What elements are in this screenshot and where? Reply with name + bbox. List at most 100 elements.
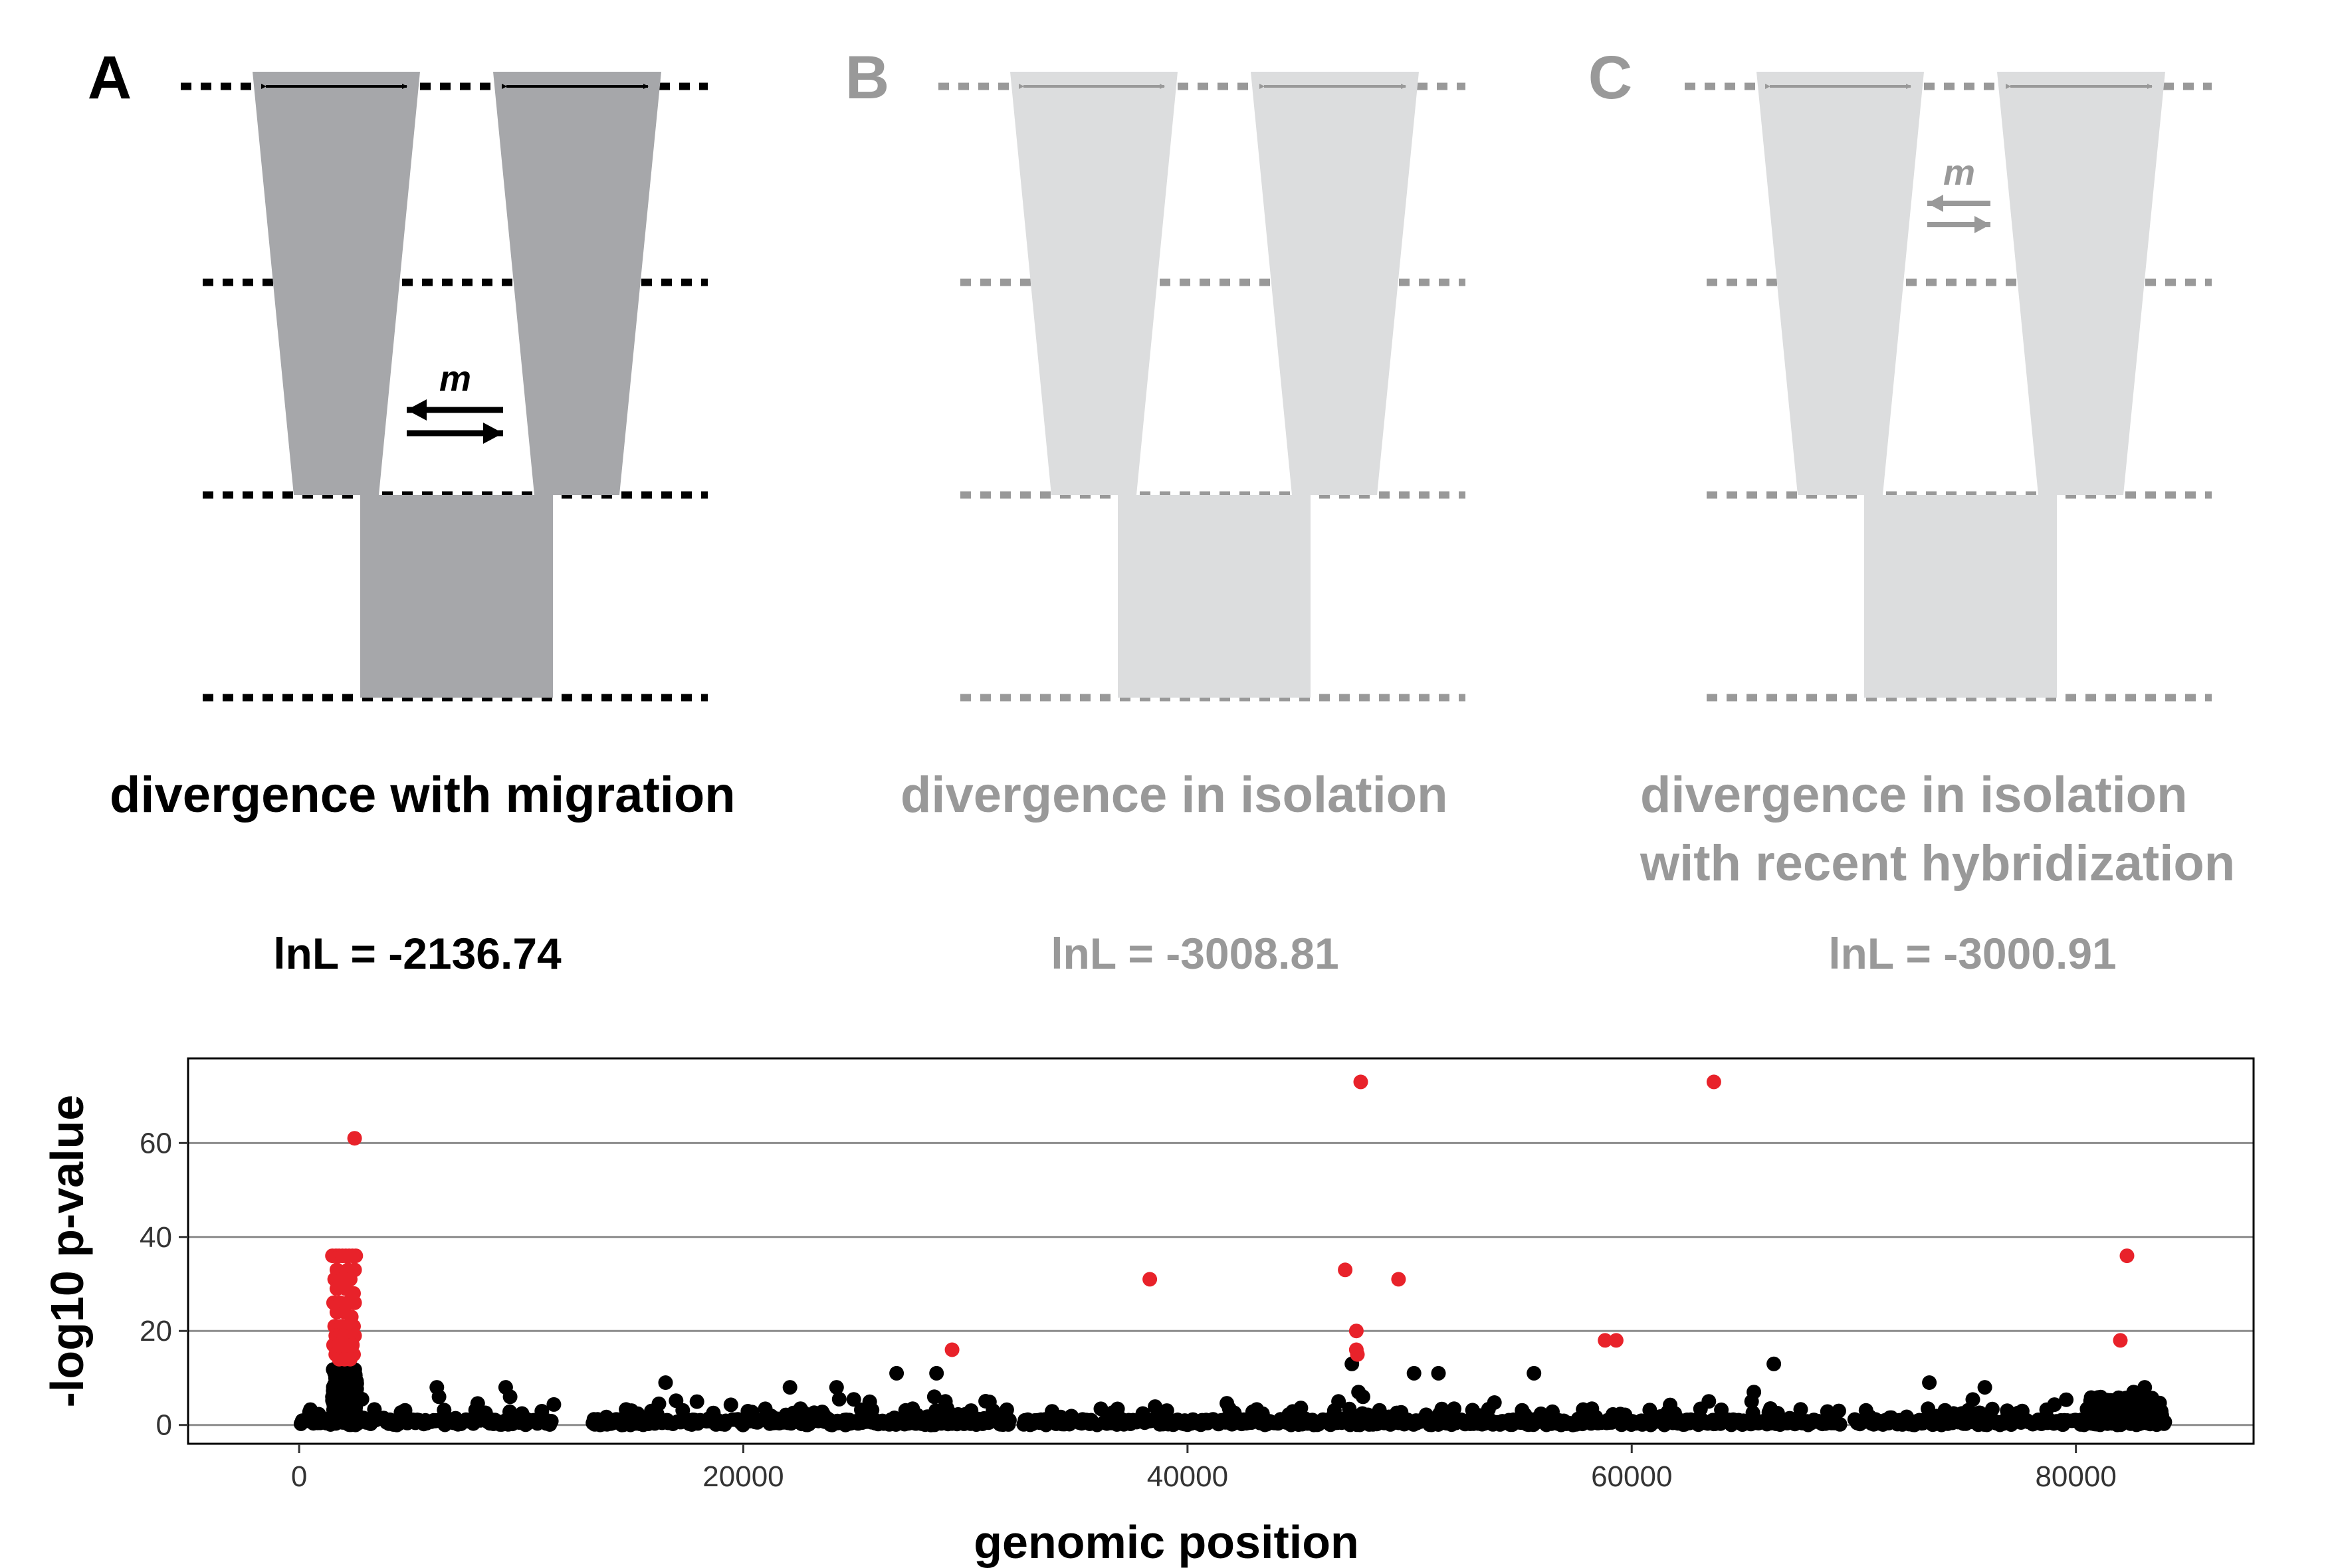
data-point <box>2113 1417 2128 1432</box>
model-caption: divergence with migration <box>110 767 736 823</box>
model-caption: divergence in isolation <box>1640 767 2188 823</box>
data-point <box>929 1365 944 1381</box>
data-point <box>1353 1074 1368 1090</box>
panel-letter: C <box>1588 44 1632 112</box>
y-axis-ticks: 0 20 40 60 <box>140 1127 188 1442</box>
data-point <box>1965 1392 1980 1407</box>
model-panel-c: m C divergence in isolation with recent … <box>1588 44 2235 978</box>
data-point <box>1984 1401 2000 1417</box>
x-tick-label: 20000 <box>702 1460 784 1493</box>
y-tick-label: 60 <box>140 1127 172 1159</box>
model-panel-a: m A divergence with migration lnL = -213… <box>88 44 736 978</box>
migration-label: m <box>439 359 471 399</box>
data-point <box>1744 1394 1759 1409</box>
model-panel-b: B divergence in isolation lnL = -3008.81 <box>845 44 1465 978</box>
data-point <box>1527 1365 1542 1381</box>
panel-letter: B <box>845 44 889 112</box>
data-point <box>343 1351 358 1367</box>
data-point <box>1977 1380 1992 1395</box>
data-point <box>1832 1417 1848 1432</box>
model-lnl: lnL = -3008.81 <box>1051 929 1339 978</box>
gridlines <box>188 1141 2254 1426</box>
population-shapes <box>1756 72 2165 698</box>
data-point <box>1338 1262 1353 1278</box>
data-point <box>348 1394 364 1409</box>
data-point <box>1142 1272 1158 1287</box>
model-lnl: lnL = -2136.74 <box>273 929 562 978</box>
population-shapes <box>253 72 661 698</box>
data-point <box>829 1380 844 1395</box>
data-point <box>2147 1404 2162 1419</box>
data-point <box>846 1392 861 1407</box>
data-point <box>1706 1074 1721 1090</box>
data-point <box>1831 1403 1846 1419</box>
data-point <box>926 1389 942 1405</box>
x-axis-title: genomic position <box>974 1516 1358 1568</box>
x-tick-label: 60000 <box>1591 1460 1672 1493</box>
data-point <box>431 1389 447 1405</box>
data-point <box>546 1397 562 1412</box>
plot-frame <box>187 1057 2255 1445</box>
model-caption: divergence in isolation <box>901 767 1448 823</box>
data-point <box>2091 1405 2107 1420</box>
data-point <box>944 1342 960 1357</box>
data-point <box>1002 1413 1017 1428</box>
data-point <box>2059 1392 2074 1407</box>
data-point <box>325 1389 340 1405</box>
data-point <box>889 1365 904 1381</box>
population-shapes <box>1010 72 1419 698</box>
data-point <box>2113 1333 2128 1348</box>
points-background <box>293 1356 2173 1432</box>
y-tick-label: 0 <box>156 1409 172 1442</box>
data-point <box>2079 1413 2095 1428</box>
data-point <box>782 1380 797 1395</box>
data-point <box>1608 1333 1624 1348</box>
migration-label: m <box>1943 153 1975 193</box>
data-point <box>689 1394 704 1409</box>
data-point <box>1348 1323 1364 1339</box>
data-point <box>544 1414 559 1428</box>
data-point <box>347 1295 362 1310</box>
data-point <box>1922 1375 1937 1390</box>
model-caption-line-2: with recent hybridization <box>1640 835 2235 892</box>
model-lnl: lnL = -3000.91 <box>1828 929 2117 978</box>
panel-letter: A <box>88 44 132 112</box>
data-point <box>1350 1347 1365 1362</box>
data-point <box>658 1375 673 1390</box>
data-point <box>1766 1356 1782 1371</box>
data-point <box>1642 1403 1657 1418</box>
data-point <box>723 1397 738 1413</box>
data-point <box>2135 1389 2150 1405</box>
data-point <box>502 1389 518 1405</box>
data-point <box>1487 1395 1502 1410</box>
data-point <box>938 1394 953 1409</box>
migration-arrows <box>1927 195 1990 233</box>
data-point <box>2117 1404 2132 1419</box>
data-point <box>1431 1365 1446 1381</box>
data-point <box>1793 1402 1808 1417</box>
data-point <box>1447 1401 1461 1417</box>
data-point <box>348 1248 364 1264</box>
data-point <box>2047 1397 2062 1413</box>
data-point <box>1355 1389 1370 1405</box>
migration-arrows <box>407 399 503 444</box>
x-axis-ticks: 0 20000 40000 60000 80000 <box>291 1444 2117 1493</box>
y-tick-label: 20 <box>140 1315 172 1347</box>
manhattan-plot: 0 20000 40000 60000 80000 0 20 40 60 genomic po… <box>41 1057 2255 1568</box>
x-tick-label: 40000 <box>1147 1460 1228 1493</box>
data-point <box>2132 1417 2147 1432</box>
data-point <box>1391 1272 1406 1287</box>
data-point <box>1331 1394 1346 1409</box>
data-point <box>831 1391 847 1407</box>
y-axis-title: -log10 p-value <box>41 1095 93 1408</box>
data-point <box>347 1131 362 1146</box>
data-point <box>333 1414 348 1429</box>
y-tick-label: 40 <box>140 1221 172 1254</box>
x-tick-label: 80000 <box>2035 1460 2116 1493</box>
x-tick-label: 0 <box>291 1460 307 1493</box>
data-point <box>1701 1394 1717 1409</box>
data-point <box>1406 1365 1422 1381</box>
data-point <box>651 1396 667 1411</box>
data-point <box>437 1403 452 1418</box>
